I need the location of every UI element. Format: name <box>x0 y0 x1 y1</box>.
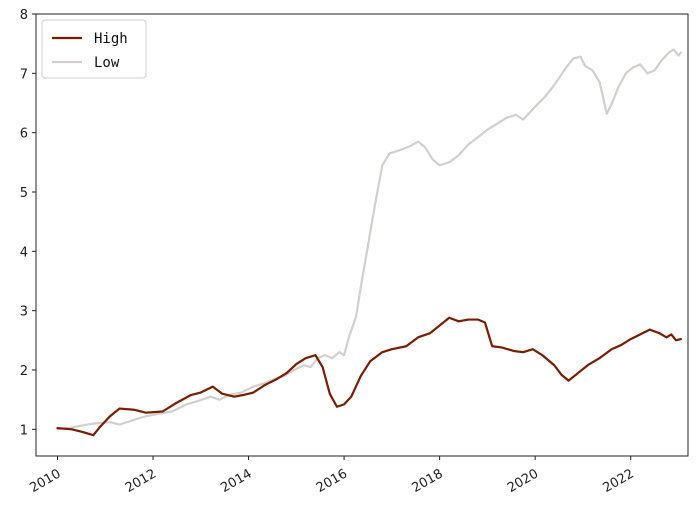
legend-label-low: Low <box>94 55 120 71</box>
series-line-high <box>56 316 682 437</box>
y-tick-label: 4 <box>20 245 28 260</box>
y-tick-label: 3 <box>20 305 28 320</box>
y-tick-label: 1 <box>20 423 28 438</box>
y-tick-label: 5 <box>20 186 28 201</box>
legend-label-high: High <box>94 31 128 47</box>
y-tick-label: 2 <box>20 364 28 379</box>
y-tick-label: 7 <box>20 67 28 82</box>
y-tick-label: 8 <box>20 8 28 23</box>
series-line-low <box>56 48 682 431</box>
legend-box <box>41 19 147 79</box>
plot-frame <box>35 13 689 457</box>
y-tick-label: 6 <box>20 127 28 142</box>
legend: High Low <box>41 19 147 79</box>
series-layer <box>56 48 682 437</box>
